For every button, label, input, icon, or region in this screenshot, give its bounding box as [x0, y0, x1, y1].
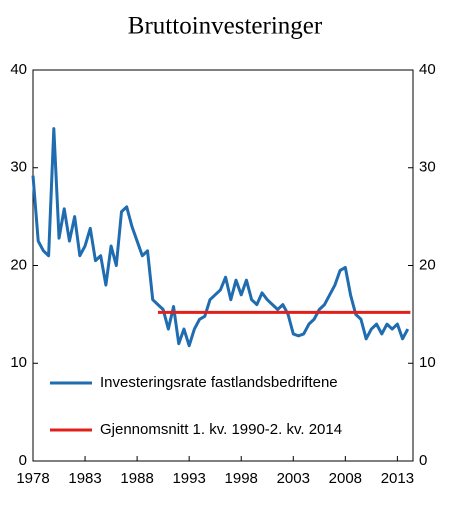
legend-label: Investeringsrate fastlandsbedriftene [100, 374, 338, 391]
y2-tick-label: 20 [419, 256, 436, 273]
legend-label: Gjennomsnitt 1. kv. 1990-2. kv. 2014 [100, 421, 342, 438]
plot-frame [32, 69, 414, 462]
series-line [31, 127, 410, 348]
x-tick-label: 1978 [16, 470, 49, 487]
y2-tick-label: 30 [419, 159, 436, 176]
x-tick-label: 2003 [277, 470, 310, 487]
y-tick-label: 10 [10, 354, 27, 371]
y2-tick-label: 10 [419, 354, 436, 371]
y2-tick-label: 0 [419, 452, 427, 469]
chart-title: Bruttoinvesteringer [128, 13, 323, 40]
y-tick-label: 0 [19, 452, 27, 469]
x-tick-label: 1983 [68, 470, 101, 487]
x-tick-label: 2013 [381, 470, 414, 487]
x-tick-label: 2008 [329, 470, 362, 487]
x-tick-label: 1988 [120, 470, 153, 487]
y-tick-label: 40 [10, 61, 27, 78]
x-tick-label: 1993 [172, 470, 205, 487]
y-tick-label: 30 [10, 159, 27, 176]
y-tick-label: 20 [10, 256, 27, 273]
y2-tick-label: 40 [419, 61, 436, 78]
x-tick-label: 1998 [225, 470, 258, 487]
